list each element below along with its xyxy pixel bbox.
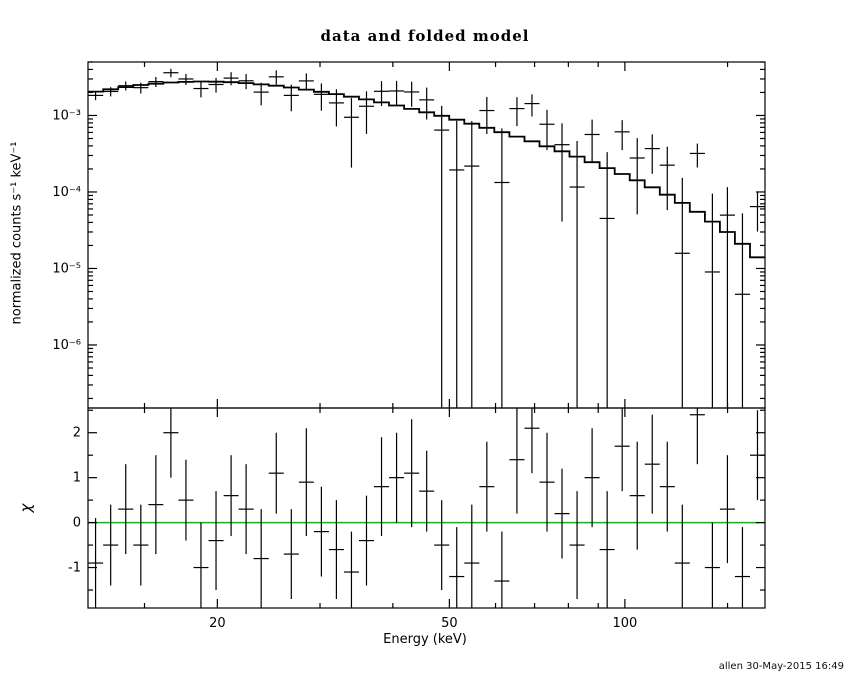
chi-errorbars <box>88 408 765 608</box>
y-axis-label-counts: normalized counts s⁻¹ keV⁻¹ <box>9 141 25 325</box>
x-tick-label: 20 <box>209 616 226 631</box>
x-tick-label: 100 <box>612 616 637 631</box>
axes <box>87 61 766 609</box>
y-tick-label: 10⁻⁴ <box>52 185 81 200</box>
timestamp-label: allen 30-May-2015 16:49 <box>718 661 844 672</box>
y-tick-label: 10⁻⁵ <box>52 261 81 276</box>
data-errorbars <box>88 68 765 408</box>
chi-tick-label: 0 <box>73 516 81 531</box>
x-axis-label-energy: Energy (keV) <box>383 632 467 647</box>
chi-tick-label: 2 <box>73 426 81 441</box>
y-axis-label-chi: χ <box>17 503 35 513</box>
chi-tick-label: 1 <box>73 471 81 486</box>
chi-tick-label: -1 <box>68 561 81 576</box>
y-tick-label: 10⁻⁶ <box>52 338 81 353</box>
x-tick-label: 50 <box>441 616 458 631</box>
plot-title: data and folded model <box>320 27 530 45</box>
y-tick-label: 10⁻³ <box>52 108 81 123</box>
